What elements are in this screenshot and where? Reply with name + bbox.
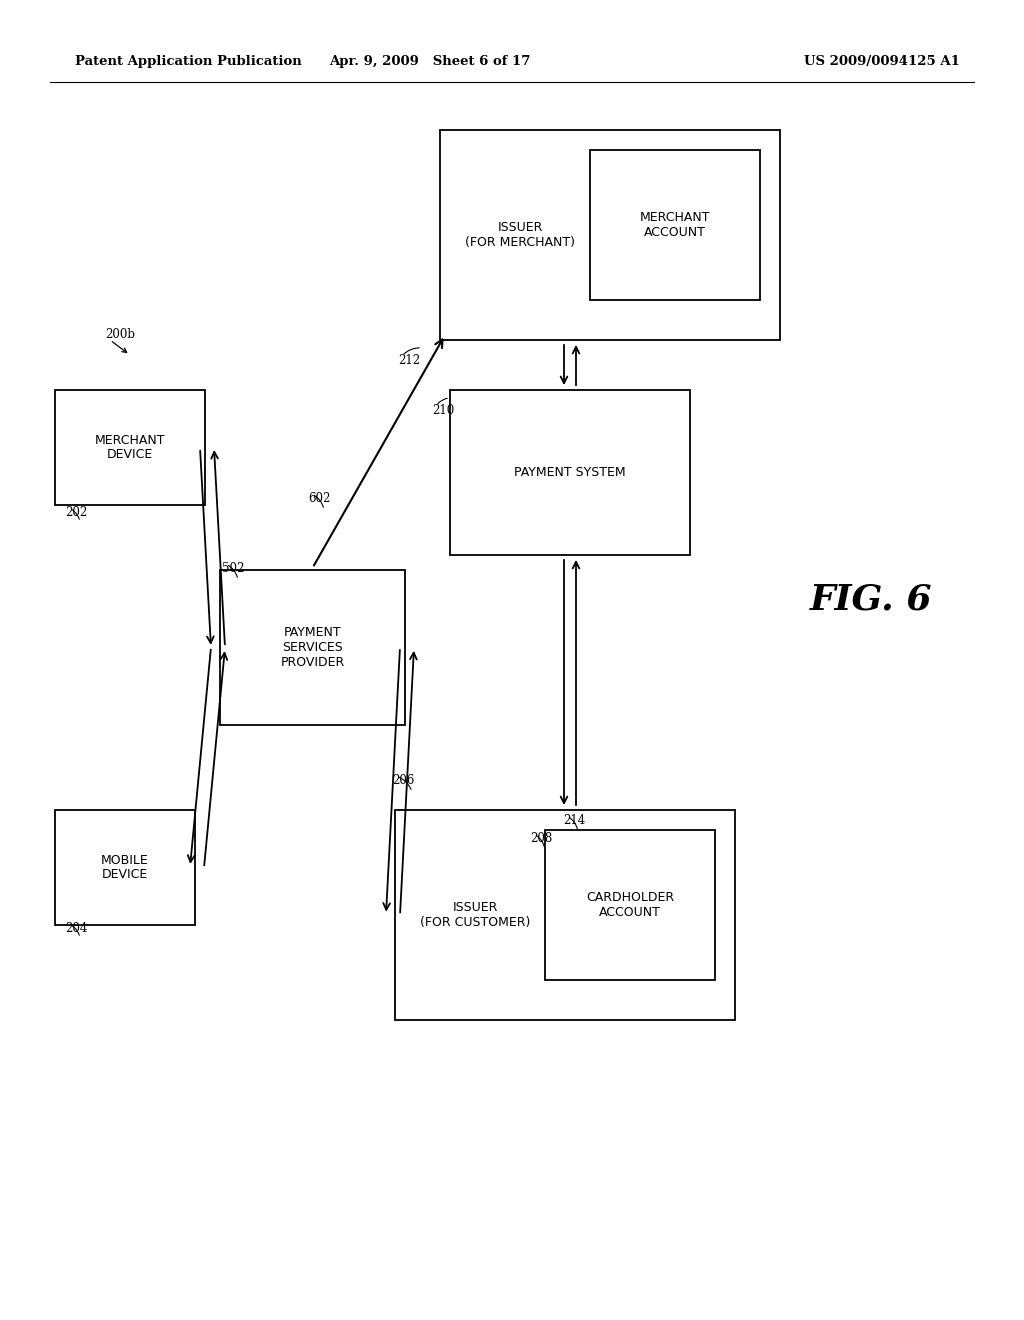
Text: MERCHANT
DEVICE: MERCHANT DEVICE [95,433,165,462]
Text: MOBILE
DEVICE: MOBILE DEVICE [101,854,148,882]
Bar [450,389,690,554]
Bar [395,810,735,1020]
Text: 214: 214 [563,813,586,826]
Text: 204: 204 [65,921,87,935]
Text: PAYMENT SYSTEM: PAYMENT SYSTEM [514,466,626,479]
Bar [440,129,780,341]
Text: 202: 202 [65,506,87,519]
Text: ISSUER
(FOR MERCHANT): ISSUER (FOR MERCHANT) [465,220,575,249]
Text: 206: 206 [392,774,415,787]
Bar [545,830,715,979]
Text: 200b: 200b [105,329,135,342]
Text: PAYMENT
SERVICES
PROVIDER: PAYMENT SERVICES PROVIDER [281,626,345,669]
Bar [590,150,760,300]
Text: 210: 210 [432,404,455,417]
Text: FIG. 6: FIG. 6 [810,583,933,616]
Text: CARDHOLDER
ACCOUNT: CARDHOLDER ACCOUNT [586,891,674,919]
Bar [55,389,205,506]
Text: Apr. 9, 2009   Sheet 6 of 17: Apr. 9, 2009 Sheet 6 of 17 [330,55,530,69]
Text: ISSUER
(FOR CUSTOMER): ISSUER (FOR CUSTOMER) [420,902,530,929]
Text: MERCHANT
ACCOUNT: MERCHANT ACCOUNT [640,211,711,239]
Text: 602: 602 [308,491,331,504]
Text: US 2009/0094125 A1: US 2009/0094125 A1 [804,55,961,69]
Bar [220,570,406,725]
Text: 212: 212 [398,354,420,367]
Bar [55,810,195,925]
Text: 502: 502 [222,561,245,574]
Text: 208: 208 [530,832,552,845]
Text: Patent Application Publication: Patent Application Publication [75,55,302,69]
